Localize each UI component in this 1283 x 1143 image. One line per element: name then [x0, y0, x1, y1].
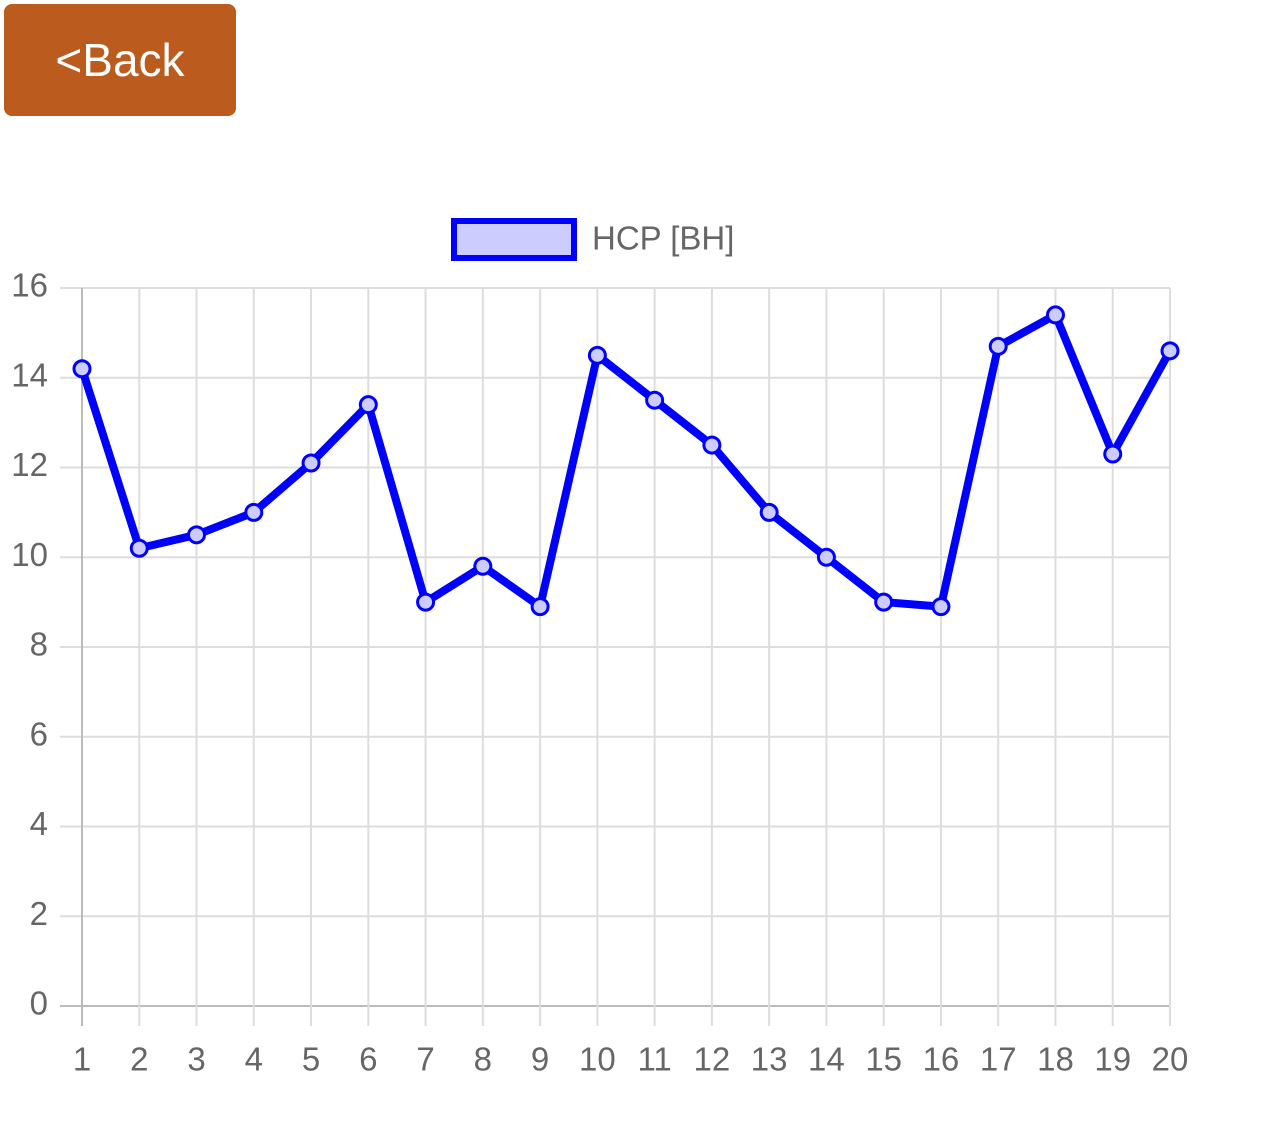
data-point — [72, 359, 92, 379]
x-tick-label: 18 — [1037, 1041, 1074, 1078]
y-tick-label: 14 — [11, 356, 48, 393]
legend-label: HCP [BH] — [592, 220, 734, 257]
y-tick-label: 6 — [30, 715, 48, 752]
x-tick-label: 2 — [130, 1041, 148, 1078]
y-tick-label: 8 — [30, 626, 48, 663]
data-point — [473, 556, 493, 576]
data-point — [358, 395, 378, 415]
y-tick-label: 2 — [30, 895, 48, 932]
x-tick-label: 17 — [980, 1041, 1017, 1078]
x-tick-label: 14 — [808, 1041, 845, 1078]
y-tick-label: 10 — [11, 536, 48, 573]
back-button[interactable]: <Back — [4, 4, 236, 116]
data-point — [1103, 444, 1123, 464]
x-tick-label: 10 — [579, 1041, 616, 1078]
data-point — [129, 538, 149, 558]
y-tick-label: 4 — [30, 805, 48, 842]
x-tick-label: 12 — [694, 1041, 731, 1078]
legend-swatch — [451, 218, 577, 261]
x-tick-label: 6 — [359, 1041, 377, 1078]
data-point — [301, 453, 321, 473]
x-tick-label: 3 — [187, 1041, 205, 1078]
data-point — [874, 592, 894, 612]
x-tick-label: 11 — [637, 1041, 671, 1078]
x-tick-label: 7 — [416, 1041, 434, 1078]
data-point — [702, 435, 722, 455]
x-tick-label: 1 — [73, 1041, 91, 1078]
data-point — [1160, 341, 1180, 361]
data-point — [244, 502, 264, 522]
data-point — [530, 597, 550, 617]
x-tick-label: 20 — [1152, 1041, 1189, 1078]
x-tick-label: 13 — [751, 1041, 788, 1078]
data-point — [645, 390, 665, 410]
data-point — [816, 547, 836, 567]
data-point — [416, 592, 436, 612]
x-tick-label: 8 — [474, 1041, 492, 1078]
x-tick-label: 4 — [245, 1041, 263, 1078]
data-line — [78, 310, 1174, 611]
data-point — [587, 345, 607, 365]
data-point — [759, 502, 779, 522]
x-tick-label: 16 — [923, 1041, 960, 1078]
data-point — [988, 336, 1008, 356]
y-tick-label: 12 — [11, 446, 48, 483]
data-point — [931, 597, 951, 617]
y-tick-label: 0 — [30, 985, 48, 1022]
x-tick-label: 15 — [865, 1041, 902, 1078]
data-point — [1045, 305, 1065, 325]
data-point — [187, 525, 207, 545]
y-tick-label: 16 — [11, 267, 48, 304]
x-tick-label: 5 — [302, 1041, 320, 1078]
x-tick-label: 19 — [1094, 1041, 1131, 1078]
x-tick-label: 9 — [531, 1041, 549, 1078]
